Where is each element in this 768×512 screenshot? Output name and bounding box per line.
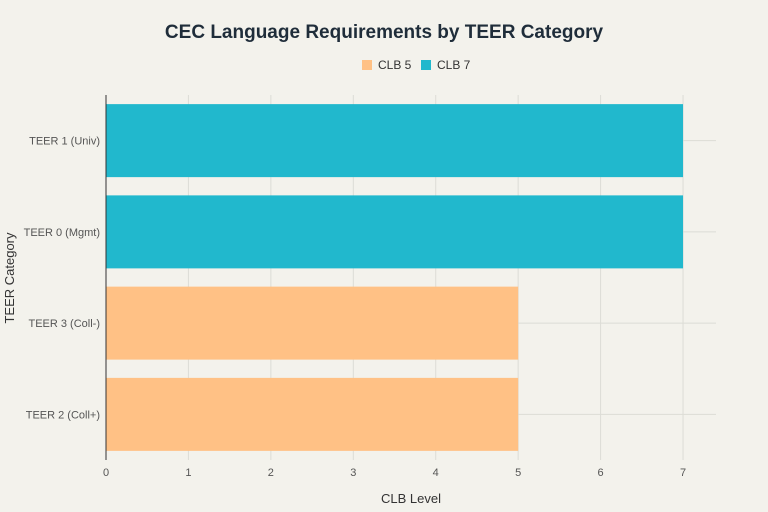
legend-label-0: CLB 5 (378, 58, 412, 72)
bar-1 (106, 195, 684, 269)
x-tick-5: 5 (515, 467, 521, 479)
x-tick-7: 7 (680, 467, 686, 479)
bar-3 (106, 377, 519, 451)
y-tick-2: TEER 3 (Coll-) (28, 318, 100, 330)
x-tick-1: 1 (185, 467, 191, 479)
y-tick-labels: TEER 1 (Univ) TEER 0 (Mgmt) TEER 3 (Coll-)… (24, 136, 100, 422)
x-tick-labels: 0 1 2 3 4 5 6 7 (103, 467, 686, 479)
legend-label-1: CLB 7 (437, 58, 471, 72)
x-tick-4: 4 (433, 467, 439, 479)
x-tick-6: 6 (598, 467, 604, 479)
y-tick-1: TEER 0 (Mgmt) (24, 227, 100, 239)
bars (106, 104, 684, 451)
legend: CLB 5 CLB 7 (362, 58, 471, 72)
legend-swatch-1 (421, 60, 431, 70)
x-tick-3: 3 (350, 467, 356, 479)
bar-2 (106, 286, 519, 360)
y-tick-3: TEER 2 (Coll+) (26, 409, 100, 421)
chart-title: CEC Language Requirements by TEER Catego… (165, 22, 604, 43)
legend-swatch-0 (362, 60, 372, 70)
x-axis-title: CLB Level (381, 491, 441, 506)
bar-0 (106, 104, 684, 178)
x-tick-0: 0 (103, 467, 109, 479)
y-tick-0: TEER 1 (Univ) (29, 136, 100, 148)
y-axis-title: TEER Category (2, 232, 17, 324)
x-tick-2: 2 (268, 467, 274, 479)
